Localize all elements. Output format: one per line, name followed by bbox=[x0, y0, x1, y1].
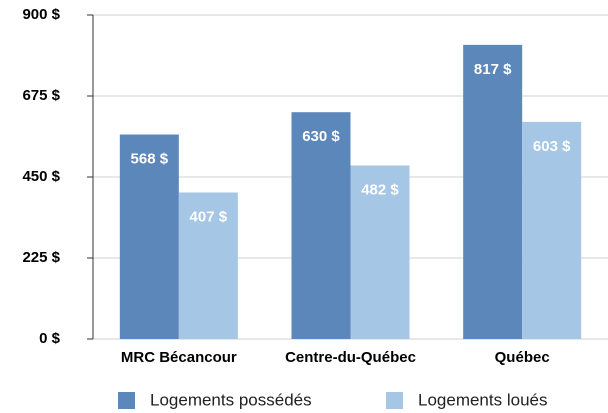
y-tick-label: 675 $ bbox=[22, 87, 60, 104]
x-tick-label: Québec bbox=[495, 349, 550, 366]
bar bbox=[178, 192, 238, 339]
bar bbox=[350, 165, 410, 339]
y-tick-label: 0 $ bbox=[39, 330, 61, 347]
bar bbox=[291, 112, 351, 339]
data-label: 568 $ bbox=[131, 150, 169, 167]
y-tick-label: 225 $ bbox=[22, 249, 60, 266]
legend-swatch bbox=[386, 392, 403, 409]
data-label: 603 $ bbox=[533, 138, 571, 155]
legend-label: Logements loués bbox=[418, 390, 547, 409]
data-label: 630 $ bbox=[302, 128, 340, 145]
x-tick-label: MRC Bécancour bbox=[121, 349, 237, 366]
y-tick-label: 450 $ bbox=[22, 168, 60, 185]
legend-label: Logements possédés bbox=[150, 390, 312, 409]
x-tick-label: Centre-du-Québec bbox=[285, 349, 416, 366]
y-tick-label: 900 $ bbox=[22, 6, 60, 23]
bar bbox=[522, 121, 582, 339]
data-label: 407 $ bbox=[190, 208, 228, 225]
data-label: 482 $ bbox=[361, 181, 399, 198]
data-label: 817 $ bbox=[474, 61, 512, 78]
bar bbox=[119, 134, 179, 339]
legend-swatch bbox=[118, 392, 135, 409]
bar bbox=[463, 44, 523, 339]
